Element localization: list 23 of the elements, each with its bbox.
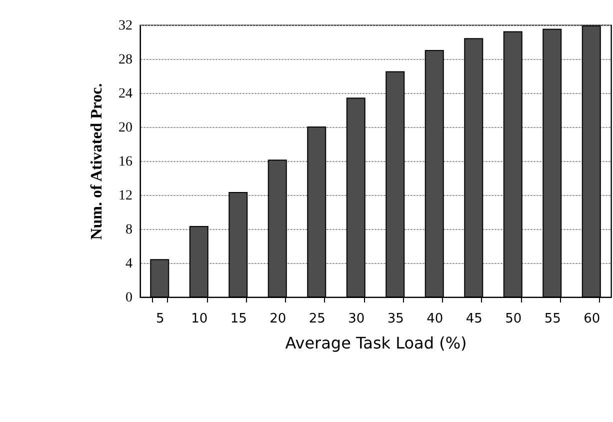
x-tick-label: 5 <box>156 312 164 326</box>
x-tick-label: 35 <box>387 312 404 326</box>
y-tick-label: 8 <box>126 222 132 238</box>
y-tick-label: 12 <box>118 188 132 204</box>
x-tick-label: 45 <box>466 312 482 326</box>
x-tick-label: 55 <box>544 312 561 326</box>
x-tick-label: 30 <box>348 312 365 326</box>
y-tick-label: 4 <box>126 256 132 272</box>
x-axis-title: Average Task Load (%) <box>285 334 467 352</box>
x-tick-label: 25 <box>308 312 326 326</box>
y-tick-label: 16 <box>118 154 132 170</box>
y-tick-label: 28 <box>118 52 132 68</box>
x-tick-label: 50 <box>505 312 522 326</box>
x-tick-label: 40 <box>426 312 444 326</box>
x-tick-label: 20 <box>270 312 286 326</box>
y-tick-label: 32 <box>118 18 132 34</box>
y-tick-label: 24 <box>118 86 132 102</box>
y-axis-title: Num. of Ativated Proc. <box>88 83 106 240</box>
y-tick-label: 0 <box>126 290 132 306</box>
y-tick-label: 20 <box>118 120 132 136</box>
x-tick-label: 60 <box>584 312 600 326</box>
x-tick-label: 15 <box>230 312 247 326</box>
x-tick-label: 10 <box>191 312 208 326</box>
